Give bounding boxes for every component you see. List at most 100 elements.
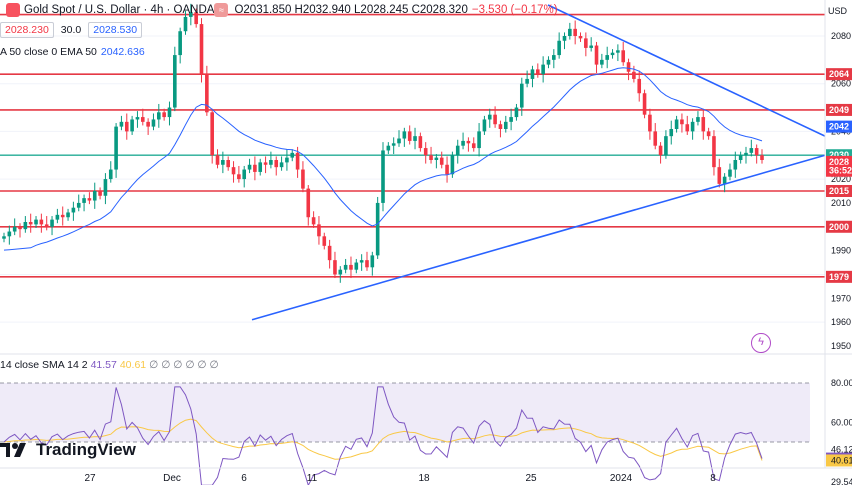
price-tick-label: 1960: [831, 317, 851, 327]
candle-body: [146, 121, 150, 127]
candle-body: [2, 236, 6, 239]
candle-body: [610, 52, 615, 56]
buy-button[interactable]: 2028.530: [88, 22, 143, 38]
level-badge-label: 1979: [829, 272, 849, 282]
candle-body: [477, 131, 481, 149]
candle-body: [269, 160, 273, 165]
candle-body: [375, 202, 380, 256]
candle-body: [311, 217, 316, 225]
candle-body: [157, 112, 161, 120]
tradingview-logo-icon: [0, 443, 26, 457]
time-tick-label: Dec: [163, 473, 181, 484]
time-tick-label: 18: [418, 473, 430, 484]
candle-body: [552, 55, 556, 60]
candle-body: [274, 160, 279, 168]
candle-body: [487, 114, 492, 120]
candle-body: [461, 140, 465, 146]
candle-body: [34, 219, 38, 225]
candle-body: [471, 143, 476, 149]
time-tick-label: 11: [307, 473, 318, 484]
candle-body: [386, 145, 391, 151]
level-badge: [826, 164, 852, 177]
candle-body: [728, 169, 732, 177]
candle-body: [60, 214, 65, 218]
horizontal-levels[interactable]: [0, 13, 825, 278]
level-badge-label: 2015: [829, 186, 849, 196]
candle-body: [55, 214, 60, 220]
tradingview-logo[interactable]: TradingView: [0, 440, 136, 460]
candle-body: [664, 136, 668, 156]
candle-body: [327, 245, 332, 261]
sell-button[interactable]: 2028.230: [0, 22, 54, 38]
candle-body: [354, 262, 359, 270]
level-badge-label: 2030: [829, 150, 849, 160]
candle-body: [162, 112, 166, 118]
candle-body: [429, 155, 433, 160]
candle-body: [87, 198, 92, 201]
candle-body: [114, 126, 118, 170]
candle-body: [18, 226, 22, 230]
candle-body: [391, 143, 396, 146]
rsi-placeholders: ∅ ∅ ∅ ∅ ∅ ∅: [149, 359, 219, 371]
candle-body: [338, 269, 343, 275]
candle-body: [600, 59, 604, 65]
candle-body: [557, 40, 561, 56]
trendline[interactable]: [547, 4, 826, 137]
lightning-icon[interactable]: ϟ: [751, 333, 771, 353]
time-tick-label: 6: [241, 473, 247, 484]
candle-body: [194, 12, 198, 25]
rsi-tick-label: 29.54: [831, 477, 852, 485]
candle-body: [167, 107, 172, 118]
price-change: −3.530 (−0.17%): [471, 4, 558, 16]
candle-body: [594, 45, 599, 65]
rsi-line: [3, 386, 763, 485]
candle-body: [546, 59, 551, 65]
candle-body: [738, 155, 743, 160]
candle-body: [349, 264, 353, 270]
price-tick-label: 1970: [831, 293, 851, 303]
candle-body: [632, 71, 636, 79]
candle-body: [71, 207, 76, 213]
trendlines[interactable]: [251, 4, 826, 321]
level-badge-label: 2000: [829, 222, 849, 232]
candle-body: [760, 155, 764, 160]
time-tick-label: 2024: [610, 473, 633, 484]
candle-body: [658, 145, 663, 156]
trendline[interactable]: [251, 154, 826, 321]
candle-body: [690, 121, 695, 132]
market-status-icon[interactable]: ≈: [214, 3, 229, 17]
alert-icon[interactable]: [6, 3, 20, 17]
time-tick-label: 25: [525, 473, 537, 484]
candle-body: [322, 236, 327, 246]
rsi-legend[interactable]: 14 close SMA 14 2 41.57 40.61 ∅ ∅ ∅ ∅ ∅ ∅: [0, 359, 219, 371]
candle-body: [124, 121, 129, 132]
currency-label[interactable]: USD: [828, 6, 848, 16]
symbol-title[interactable]: Gold Spot / U.S. Dollar · 4h · OANDA: [24, 4, 215, 16]
candle-body: [50, 219, 54, 227]
price-tick-label: 2080: [831, 31, 851, 41]
level-badge: [826, 120, 852, 133]
candle-body: [226, 160, 230, 168]
candle-body: [205, 74, 209, 113]
candle-body: [247, 164, 252, 170]
candle-body: [108, 169, 113, 180]
ema-legend[interactable]: A 50 close 0 EMA 50 2042.636: [0, 46, 145, 58]
candle-body: [642, 93, 647, 115]
level-badge-label: 2028: [829, 157, 849, 167]
candle-body: [536, 69, 540, 75]
candle-body: [439, 157, 444, 165]
candle-body: [397, 138, 401, 144]
candle-body: [28, 222, 33, 225]
candle-body: [685, 124, 690, 132]
candle-body: [733, 160, 738, 170]
candle-body: [231, 167, 236, 175]
candle-body: [653, 131, 658, 146]
time-axis[interactable]: 27 Dec 6 11 18 25 2024 8: [84, 473, 716, 484]
candle-body: [717, 167, 722, 184]
candle-body: [706, 131, 711, 137]
candle-body: [290, 152, 295, 158]
level-badge: [826, 68, 852, 81]
